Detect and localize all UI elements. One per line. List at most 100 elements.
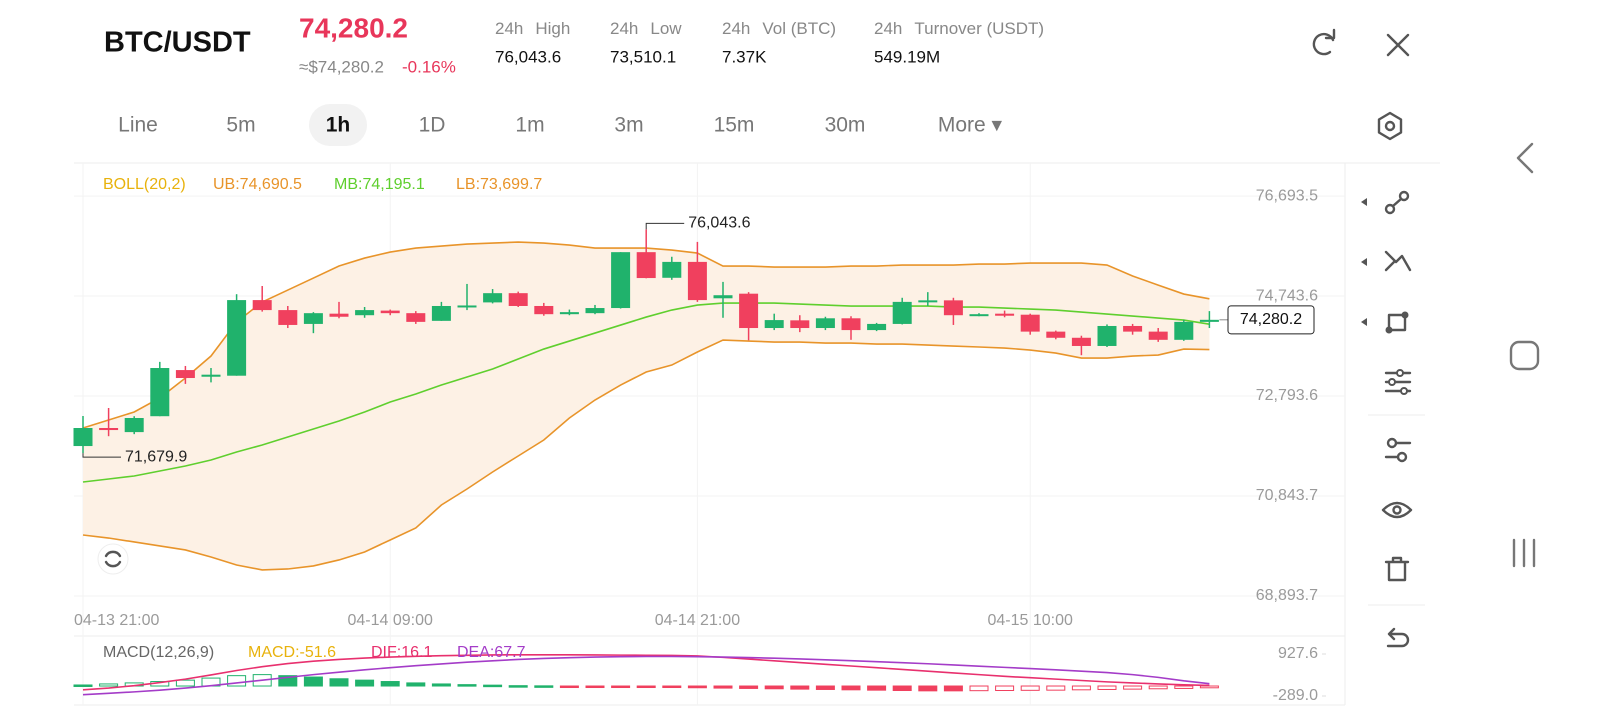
- macd-bar: [764, 685, 784, 690]
- boll-legend: MB:74,195.1: [334, 176, 425, 193]
- close-button[interactable]: [1386, 33, 1410, 57]
- macd-bar: [892, 685, 912, 692]
- macd-bar: [995, 685, 1015, 692]
- tab[interactable]: 1D: [419, 114, 446, 137]
- macd-bar: [969, 685, 989, 692]
- stat-value: 7.37K: [722, 47, 767, 66]
- nav-recents[interactable]: [1512, 538, 1536, 568]
- candle-body: [380, 310, 400, 314]
- candle-body: [124, 418, 144, 433]
- macd-bar: [559, 685, 579, 689]
- macd-bar: [739, 685, 759, 689]
- macd-bar: [713, 685, 733, 689]
- candle-body: [713, 295, 733, 299]
- tool-undo[interactable]: [1386, 627, 1410, 648]
- stat-name: High: [535, 19, 570, 38]
- candle-body: [1199, 319, 1219, 322]
- macd-bar: [1020, 685, 1040, 691]
- stat-label: 24h Low: [610, 19, 682, 38]
- nav-home[interactable]: [1509, 340, 1540, 371]
- macd-bar: [534, 685, 554, 688]
- system-nav: [1509, 142, 1540, 568]
- expand-arrow: [1361, 258, 1367, 266]
- tab[interactable]: 15m: [714, 114, 755, 137]
- last-price-label: 74,280.2: [1240, 311, 1302, 328]
- macd-bar: [227, 675, 247, 687]
- nav-back[interactable]: [1516, 142, 1534, 174]
- candle-body: [867, 323, 887, 331]
- tool-line[interactable]: [1384, 190, 1410, 215]
- macd-bar: [585, 685, 605, 689]
- macd-tick-label: 927.6: [1278, 645, 1318, 662]
- chart-settings-button[interactable]: [1377, 111, 1403, 141]
- macd-bar: [380, 681, 400, 687]
- macd-bar: [790, 685, 810, 690]
- candle-body: [150, 368, 170, 417]
- y-tick-label: 76,693.5: [1256, 187, 1318, 204]
- annotation-label: 76,043.6: [688, 215, 750, 232]
- y-tick-label: 72,793.6: [1256, 387, 1318, 404]
- expand-arrow: [1361, 318, 1367, 326]
- tool-fib[interactable]: [1384, 369, 1412, 395]
- boll-legend: LB:73,699.7: [456, 176, 542, 193]
- macd-bar: [175, 679, 195, 687]
- macd-bar: [867, 685, 887, 691]
- y-tick-label: 68,893.7: [1256, 587, 1318, 604]
- stat-label: 24h High: [495, 19, 570, 38]
- boll-legend: UB:74,690.5: [213, 176, 302, 193]
- macd-line: [82, 653, 1210, 691]
- macd-bar: [457, 684, 477, 687]
- tool-polyline[interactable]: [1384, 250, 1412, 272]
- pair-switch-icon[interactable]: [97, 543, 129, 575]
- tab[interactable]: 1m: [515, 114, 544, 137]
- candle-body: [99, 428, 119, 431]
- macd-legend: MACD:-51.6: [248, 644, 336, 661]
- refresh-button[interactable]: [1312, 28, 1336, 56]
- approx-price: ≈$74,280.2: [299, 57, 384, 76]
- interval-tabs: Line 5m 1h 1D 1m 3m 15m 30m More ▾: [118, 104, 1003, 146]
- macd-bar: [662, 685, 682, 689]
- stat-value: 549.19M: [874, 47, 940, 66]
- candle-body: [73, 428, 93, 447]
- tab[interactable]: More ▾: [938, 114, 1003, 137]
- macd-bar: [841, 685, 861, 691]
- candle-body: [1148, 331, 1168, 340]
- candle-body: [918, 300, 938, 303]
- candle-body: [483, 293, 503, 303]
- tab[interactable]: 1h: [309, 104, 367, 146]
- macd-bar: [99, 683, 119, 687]
- tab[interactable]: Line: [118, 114, 158, 137]
- boll-title: BOLL(20,2): [103, 176, 186, 193]
- macd-bar: [406, 682, 426, 687]
- candle-body: [1071, 337, 1091, 346]
- pair: BTC/USDT: [104, 27, 251, 59]
- macd-bar: [73, 684, 93, 687]
- tool-visibility[interactable]: [1381, 501, 1413, 519]
- icon-bg: [97, 543, 129, 575]
- macd-legend: DIF:16.1: [371, 644, 432, 661]
- candle-body: [329, 313, 349, 317]
- tab[interactable]: 30m: [825, 114, 866, 137]
- last-price-box: [1227, 305, 1315, 335]
- tab-label: 1D: [419, 114, 446, 137]
- macd-bar: [1123, 685, 1143, 690]
- tab[interactable]: 3m: [614, 114, 643, 137]
- tool-continuous[interactable]: [1384, 437, 1412, 463]
- macd-legend: DEA:67.7: [457, 644, 526, 661]
- stat-period: 24h: [610, 19, 638, 38]
- stat-period: 24h: [874, 19, 902, 38]
- candle-body: [303, 313, 323, 324]
- x-tick-label: 04-14 09:00: [347, 612, 433, 629]
- candle-body: [943, 300, 963, 316]
- tool-delete[interactable]: [1384, 556, 1410, 582]
- candle-body: [355, 310, 375, 316]
- tab[interactable]: 5m: [226, 114, 255, 137]
- candle-body: [175, 370, 195, 379]
- x-tick-label: 04-15 10:00: [987, 612, 1073, 629]
- macd-bar: [329, 678, 349, 687]
- candle-body: [559, 312, 579, 315]
- macd-bar: [1174, 685, 1194, 689]
- tool-shape[interactable]: [1385, 311, 1409, 334]
- candle-body: [739, 293, 759, 329]
